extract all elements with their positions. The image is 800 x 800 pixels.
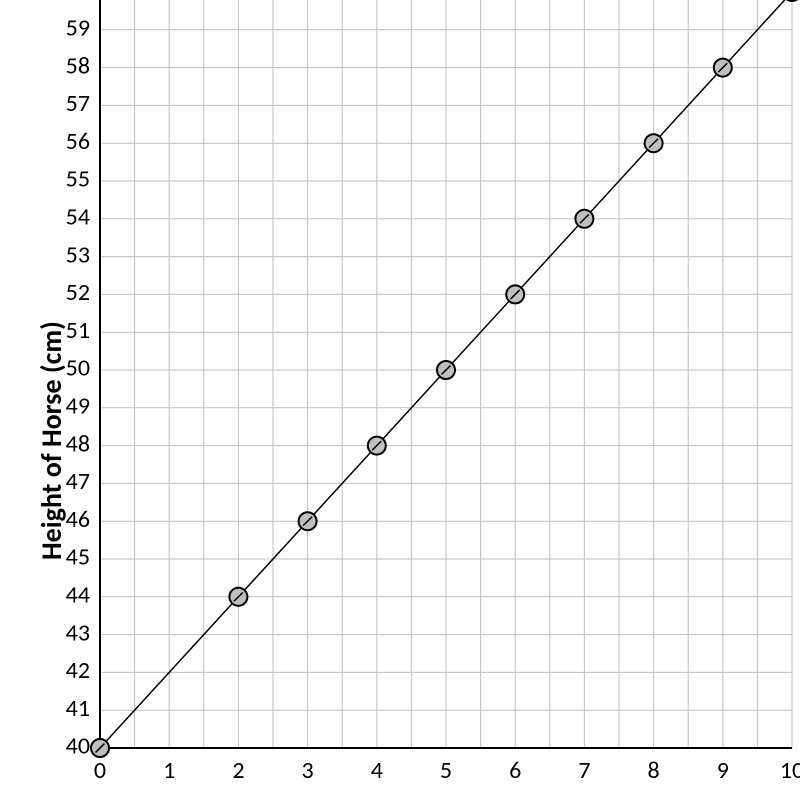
y-tick-label: 54 <box>66 203 90 232</box>
y-tick-label: 48 <box>66 429 90 458</box>
chart-svg: 4041424344454647484950515253545556575859… <box>0 0 800 800</box>
y-tick-label: 56 <box>66 127 90 156</box>
y-tick-label: 53 <box>66 240 90 269</box>
y-tick-label: 46 <box>66 505 90 534</box>
x-tick-label: 2 <box>232 756 244 785</box>
chart-container: Height of Horse (cm) 4041424344454647484… <box>0 0 800 800</box>
x-tick-label: 4 <box>371 756 383 785</box>
x-tick-label: 3 <box>302 756 314 785</box>
y-tick-label: 43 <box>66 618 90 647</box>
y-tick-label: 49 <box>66 392 90 421</box>
y-tick-label: 41 <box>66 694 90 723</box>
x-tick-label: 9 <box>717 756 729 785</box>
y-tick-label: 59 <box>66 14 90 43</box>
x-tick-label: 6 <box>509 756 521 785</box>
y-tick-label: 44 <box>66 581 90 610</box>
y-tick-label: 40 <box>66 732 90 761</box>
y-tick-label: 55 <box>66 165 90 194</box>
y-tick-label: 51 <box>66 316 90 345</box>
y-tick-label: 58 <box>66 51 90 80</box>
x-tick-label: 7 <box>578 756 590 785</box>
y-tick-label: 57 <box>66 89 90 118</box>
x-tick-label: 0 <box>94 756 106 785</box>
x-tick-label: 8 <box>648 756 660 785</box>
y-tick-labels: 40 41 42 43 44 45 46 47 48 49 50 51 52 53 54 55 56 57 58 59… <box>66 0 90 761</box>
y-tick-label: 60 <box>66 0 90 5</box>
y-tick-label: 42 <box>66 656 90 685</box>
x-tick-label: 10 <box>780 756 800 785</box>
y-tick-label: 47 <box>66 467 90 496</box>
x-tick-label: 5 <box>440 756 452 785</box>
y-tick-label: 45 <box>66 543 90 572</box>
x-tick-label: 1 <box>163 756 175 785</box>
y-tick-label: 52 <box>66 278 90 307</box>
y-axis-label: Height of Horse (cm) <box>34 321 69 560</box>
y-tick-label: 50 <box>66 354 90 383</box>
